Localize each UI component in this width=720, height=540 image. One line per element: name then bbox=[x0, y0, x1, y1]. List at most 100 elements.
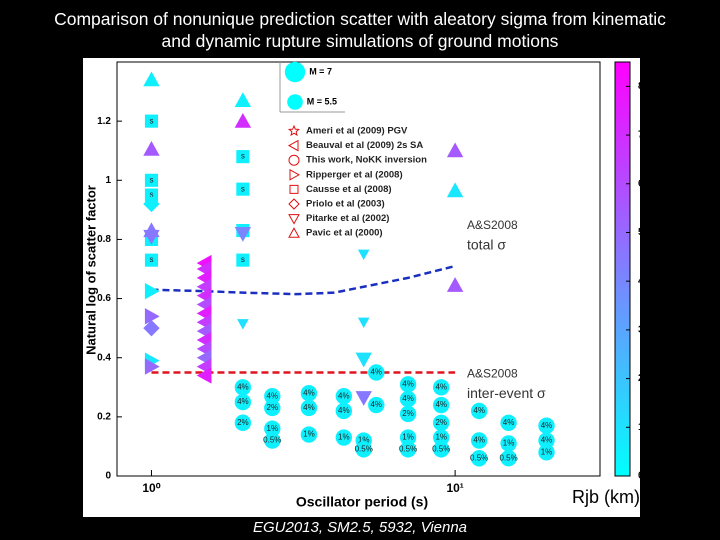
point-label: 4% bbox=[303, 403, 315, 412]
colorbar-tick-label: 80 bbox=[638, 81, 650, 92]
data-point bbox=[399, 376, 417, 393]
legend-label: Ameri et al (2009) PGV bbox=[306, 126, 408, 137]
data-point bbox=[144, 253, 159, 267]
legend-label: Causse et al (2008) bbox=[306, 184, 392, 195]
data-point bbox=[500, 435, 517, 452]
legend-label: This work, NoKK inversion bbox=[306, 155, 427, 166]
line-annotation: total σ bbox=[467, 237, 506, 253]
data-point bbox=[234, 414, 252, 431]
y-axis-label: Natural log of scatter factor bbox=[83, 185, 98, 355]
data-point bbox=[300, 426, 318, 443]
point-label: 4% bbox=[237, 382, 249, 391]
point-label: 4% bbox=[402, 379, 414, 388]
data-point bbox=[446, 182, 464, 198]
legend-label: Pavic et al (2000) bbox=[306, 228, 383, 239]
point-label: 0.5% bbox=[263, 436, 281, 445]
data-point bbox=[144, 282, 160, 300]
point-label: 0.5% bbox=[499, 453, 517, 462]
point-label: 1% bbox=[303, 430, 315, 439]
data-point bbox=[234, 226, 252, 242]
point-label: 1% bbox=[338, 433, 350, 442]
point-label: 1% bbox=[402, 433, 414, 442]
data-point bbox=[446, 277, 464, 292]
colorbar-tick-label: 30 bbox=[638, 325, 650, 336]
data-point bbox=[264, 399, 281, 417]
data-point bbox=[335, 387, 353, 405]
point-label: 4% bbox=[473, 406, 485, 415]
point-label: s bbox=[241, 255, 245, 264]
legend-label: Pitarke et al (2002) bbox=[306, 213, 389, 224]
point-label: 4% bbox=[402, 394, 414, 403]
point-label: 1% bbox=[541, 447, 553, 456]
point-label: s bbox=[149, 116, 153, 125]
point-label: s bbox=[241, 184, 245, 193]
point-label: 4% bbox=[303, 388, 315, 397]
point-label: 1% bbox=[503, 439, 515, 448]
x-axis-label: Oscillator period (s) bbox=[296, 494, 428, 510]
data-point bbox=[433, 429, 450, 446]
data-point bbox=[335, 402, 353, 420]
data-point bbox=[144, 358, 160, 375]
data-point bbox=[399, 405, 417, 423]
size-legend-label: M = 7 bbox=[309, 66, 332, 76]
y-tick-label: 0 bbox=[105, 471, 111, 482]
point-label: 1% bbox=[358, 436, 370, 445]
size-legend-label: M = 5.5 bbox=[307, 96, 337, 106]
data-point bbox=[144, 308, 160, 325]
data-point bbox=[538, 432, 555, 449]
colorbar-tick-label: 70 bbox=[638, 130, 650, 141]
data-point bbox=[143, 222, 160, 238]
data-point bbox=[335, 429, 353, 446]
data-point bbox=[446, 142, 464, 158]
data-point bbox=[236, 182, 250, 196]
data-point bbox=[234, 92, 252, 108]
data-point bbox=[355, 391, 372, 406]
point-label: 2% bbox=[402, 409, 414, 418]
data-point bbox=[470, 450, 488, 467]
point-label: 1% bbox=[435, 433, 447, 442]
y-tick-label: 0.4 bbox=[97, 352, 111, 363]
colorbar-tick-label: 50 bbox=[638, 227, 650, 238]
point-label: 0.5% bbox=[470, 453, 488, 462]
y-tick-label: 0.6 bbox=[97, 293, 111, 304]
data-point bbox=[196, 367, 212, 384]
point-label: 4% bbox=[503, 418, 515, 427]
line-annotation: inter-event σ bbox=[467, 385, 546, 401]
data-point bbox=[264, 432, 281, 449]
point-label: 4% bbox=[435, 400, 447, 409]
legend-marker bbox=[287, 139, 299, 152]
point-label: 1% bbox=[267, 424, 279, 433]
data-point bbox=[399, 429, 417, 446]
line-annotation: A&S2008 bbox=[467, 367, 518, 381]
legend-marker bbox=[288, 124, 300, 137]
data-point bbox=[143, 195, 160, 213]
point-label: 4% bbox=[370, 368, 382, 377]
data-point bbox=[538, 444, 555, 461]
data-point bbox=[399, 390, 417, 408]
plot-area bbox=[116, 61, 601, 477]
legend-label: Priolo et al (2003) bbox=[306, 199, 385, 210]
point-label: s bbox=[241, 152, 245, 161]
data-point bbox=[234, 379, 252, 396]
data-point bbox=[237, 319, 249, 330]
point-label: 2% bbox=[435, 418, 447, 427]
point-label: 4% bbox=[473, 436, 485, 445]
point-label: 4% bbox=[370, 400, 382, 409]
legend-marker bbox=[288, 214, 300, 225]
size-legend-marker bbox=[287, 94, 303, 110]
data-point bbox=[300, 399, 318, 417]
y-tick-label: 0.8 bbox=[97, 234, 111, 245]
legend-marker bbox=[289, 184, 299, 194]
data-point bbox=[500, 450, 517, 467]
data-point bbox=[236, 253, 250, 267]
data-point bbox=[433, 414, 450, 431]
x-tick-label: 10⁰ bbox=[142, 481, 160, 495]
point-label: 4% bbox=[338, 406, 350, 415]
point-label: 4% bbox=[237, 397, 249, 406]
legend-marker bbox=[288, 227, 300, 238]
data-point bbox=[234, 112, 252, 128]
point-label: 4% bbox=[267, 391, 279, 400]
data-point bbox=[264, 420, 281, 437]
y-tick-label: 1 bbox=[105, 175, 111, 186]
